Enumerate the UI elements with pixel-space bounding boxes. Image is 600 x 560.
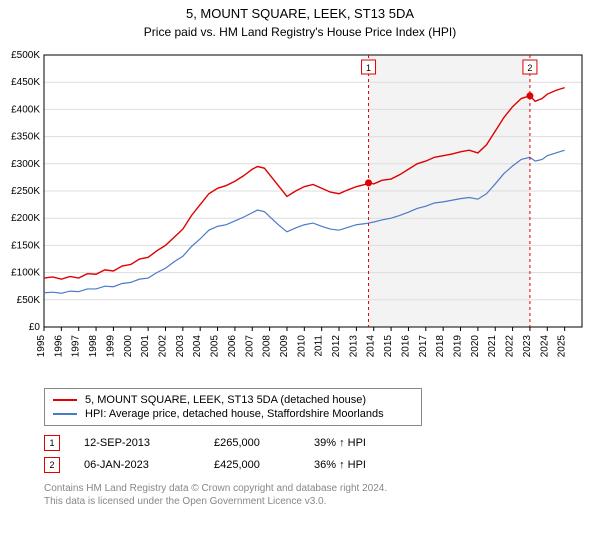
sale-price: £265,000 bbox=[214, 437, 314, 449]
svg-text:2010: 2010 bbox=[296, 335, 307, 358]
footer-attribution: Contains HM Land Registry data © Crown c… bbox=[44, 482, 600, 508]
svg-text:£450K: £450K bbox=[11, 77, 40, 88]
svg-text:2000: 2000 bbox=[123, 335, 134, 358]
svg-text:1: 1 bbox=[366, 63, 371, 73]
svg-text:1997: 1997 bbox=[71, 335, 82, 358]
sale-diff: 39% ↑ HPI bbox=[314, 437, 414, 449]
svg-text:2: 2 bbox=[527, 63, 532, 73]
legend-swatch bbox=[53, 413, 77, 415]
chart-title: 5, MOUNT SQUARE, LEEK, ST13 5DA bbox=[0, 6, 600, 21]
svg-text:2025: 2025 bbox=[557, 335, 568, 358]
chart-subtitle: Price paid vs. HM Land Registry's House … bbox=[0, 25, 600, 39]
legend-label: HPI: Average price, detached house, Staf… bbox=[85, 408, 384, 420]
svg-text:2019: 2019 bbox=[453, 335, 464, 358]
svg-text:1995: 1995 bbox=[36, 335, 47, 358]
svg-text:2002: 2002 bbox=[157, 335, 168, 358]
legend-swatch bbox=[53, 399, 77, 401]
sale-marker: 2 bbox=[44, 457, 60, 473]
svg-text:2011: 2011 bbox=[314, 335, 325, 357]
svg-text:2020: 2020 bbox=[470, 335, 481, 358]
sales-table: 1 12-SEP-2013£265,00039% ↑ HPI 2 06-JAN-202… bbox=[44, 432, 600, 476]
svg-text:2016: 2016 bbox=[400, 335, 411, 358]
svg-text:1998: 1998 bbox=[88, 335, 99, 358]
sale-date: 06-JAN-2023 bbox=[84, 459, 214, 471]
svg-text:1999: 1999 bbox=[105, 335, 116, 358]
svg-text:2006: 2006 bbox=[227, 335, 238, 358]
sale-row: 2 06-JAN-2023£425,00036% ↑ HPI bbox=[44, 454, 600, 476]
svg-text:2022: 2022 bbox=[505, 335, 516, 358]
svg-text:£50K: £50K bbox=[17, 295, 41, 306]
legend-label: 5, MOUNT SQUARE, LEEK, ST13 5DA (detache… bbox=[85, 394, 366, 406]
svg-text:£0: £0 bbox=[29, 322, 41, 333]
sale-price: £425,000 bbox=[214, 459, 314, 471]
sale-diff: 36% ↑ HPI bbox=[314, 459, 414, 471]
footer-line-1: Contains HM Land Registry data © Crown c… bbox=[44, 482, 600, 495]
legend-item: HPI: Average price, detached house, Staf… bbox=[53, 407, 413, 421]
svg-text:£200K: £200K bbox=[11, 213, 40, 224]
svg-text:2009: 2009 bbox=[279, 335, 290, 358]
svg-text:2015: 2015 bbox=[383, 335, 394, 358]
svg-text:£400K: £400K bbox=[11, 104, 40, 115]
svg-text:2018: 2018 bbox=[435, 335, 446, 358]
svg-text:£300K: £300K bbox=[11, 159, 40, 170]
svg-text:2024: 2024 bbox=[539, 335, 550, 358]
legend: 5, MOUNT SQUARE, LEEK, ST13 5DA (detache… bbox=[44, 388, 422, 426]
svg-text:2023: 2023 bbox=[522, 335, 533, 358]
svg-text:2017: 2017 bbox=[418, 335, 429, 358]
svg-text:£250K: £250K bbox=[11, 186, 40, 197]
chart-area: £0 £50K £100K £150K £200K £250K £300K £350K £400… bbox=[0, 45, 600, 380]
svg-text:£500K: £500K bbox=[11, 50, 40, 61]
sale-row: 1 12-SEP-2013£265,00039% ↑ HPI bbox=[44, 432, 600, 454]
svg-text:2013: 2013 bbox=[348, 335, 359, 358]
svg-text:2003: 2003 bbox=[175, 335, 186, 358]
svg-text:2014: 2014 bbox=[366, 335, 377, 358]
sale-marker: 1 bbox=[44, 435, 60, 451]
sale-date: 12-SEP-2013 bbox=[84, 437, 214, 449]
svg-text:2005: 2005 bbox=[210, 335, 221, 358]
svg-text:2012: 2012 bbox=[331, 335, 342, 358]
svg-text:2007: 2007 bbox=[244, 335, 255, 358]
line-chart: £0 £50K £100K £150K £200K £250K £300K £350K £400… bbox=[0, 45, 600, 375]
svg-text:2021: 2021 bbox=[487, 335, 498, 358]
svg-text:£150K: £150K bbox=[11, 240, 40, 251]
svg-text:2008: 2008 bbox=[262, 335, 273, 358]
svg-text:2001: 2001 bbox=[140, 335, 151, 358]
svg-text:2004: 2004 bbox=[192, 335, 203, 358]
svg-text:£350K: £350K bbox=[11, 132, 40, 143]
chart-container: 5, MOUNT SQUARE, LEEK, ST13 5DA Price pa… bbox=[0, 6, 600, 508]
svg-text:1996: 1996 bbox=[53, 335, 64, 358]
footer-line-2: This data is licensed under the Open Gov… bbox=[44, 495, 600, 508]
svg-text:£100K: £100K bbox=[11, 268, 40, 279]
legend-item: 5, MOUNT SQUARE, LEEK, ST13 5DA (detache… bbox=[53, 393, 413, 407]
